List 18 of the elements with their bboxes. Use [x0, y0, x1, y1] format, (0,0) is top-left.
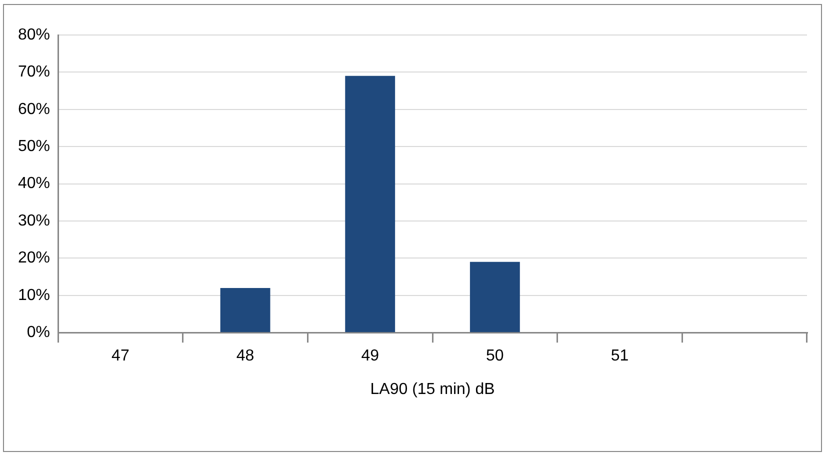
y-tick-label: 10% [18, 286, 50, 304]
y-tick-label: 50% [18, 138, 50, 156]
y-tick-label: 40% [18, 175, 50, 192]
y-tick-label: 70% [18, 64, 50, 81]
y-tick-label: 60% [18, 100, 50, 118]
x-tick-label: 47 [112, 348, 130, 365]
x-tick-label: 50 [486, 348, 504, 365]
bar [470, 262, 520, 332]
bar [345, 76, 396, 332]
y-tick-label: 30% [18, 212, 50, 230]
y-tick-label: 0% [26, 324, 50, 342]
y-tick-label: 20% [18, 250, 50, 267]
x-tick-label: 49 [361, 348, 380, 365]
bar [220, 288, 270, 332]
y-tick-label: 80% [18, 26, 50, 44]
x-axis-title: LA90 (15 min) dB [370, 380, 495, 398]
x-tick-label: 51 [610, 348, 629, 365]
x-tick-label: 48 [236, 348, 254, 365]
